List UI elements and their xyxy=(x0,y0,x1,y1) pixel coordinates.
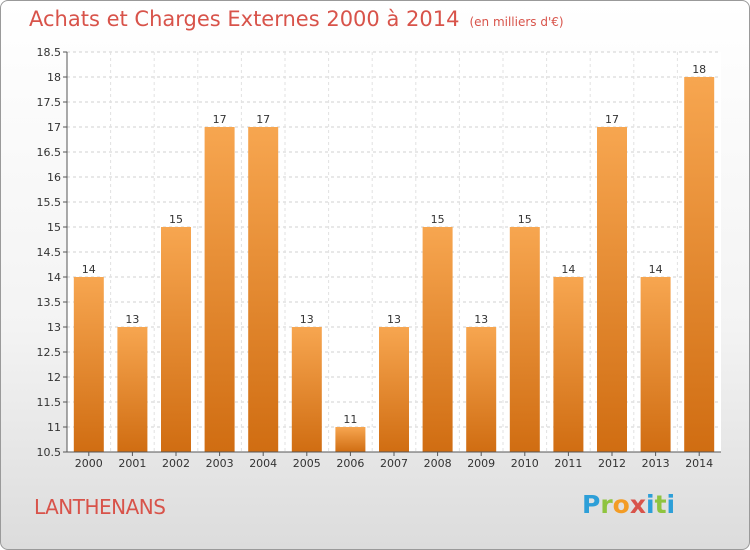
y-tick-label: 18 xyxy=(47,71,61,84)
y-tick-label: 16.5 xyxy=(37,146,62,159)
bar-2008 xyxy=(422,227,453,452)
x-tick-label: 2012 xyxy=(598,457,626,470)
bar-2011 xyxy=(553,277,584,452)
y-tick-label: 18.5 xyxy=(37,46,62,59)
bar-value-label: 18 xyxy=(692,63,706,76)
bar-value-label: 17 xyxy=(605,113,619,126)
y-tick-label: 10.5 xyxy=(37,446,62,459)
bar-value-label: 15 xyxy=(431,213,445,226)
bar-value-label: 15 xyxy=(169,213,183,226)
y-tick-label: 14 xyxy=(47,271,61,284)
x-tick-label: 2014 xyxy=(685,457,713,470)
y-tick-label: 13.5 xyxy=(37,296,62,309)
bar-value-label: 14 xyxy=(649,263,663,276)
x-tick-label: 2002 xyxy=(162,457,190,470)
x-tick-label: 2009 xyxy=(467,457,495,470)
bar-value-label: 13 xyxy=(125,313,139,326)
y-tick-label: 13 xyxy=(47,321,61,334)
x-tick-label: 2008 xyxy=(424,457,452,470)
bar-value-label: 13 xyxy=(474,313,488,326)
x-tick-label: 2006 xyxy=(336,457,364,470)
bar-value-label: 13 xyxy=(387,313,401,326)
y-tick-label: 11 xyxy=(47,421,61,434)
x-tick-label: 2000 xyxy=(75,457,103,470)
y-tick-label: 15.5 xyxy=(37,196,62,209)
y-tick-label: 12 xyxy=(47,371,61,384)
bar-2000 xyxy=(73,277,104,452)
bar-value-label: 15 xyxy=(518,213,532,226)
bar-value-label: 11 xyxy=(343,413,357,426)
bar-2014 xyxy=(684,77,715,452)
place-name: LANTHENANS xyxy=(34,495,166,519)
bar-2010 xyxy=(509,227,540,452)
y-tick-label: 11.5 xyxy=(37,396,62,409)
bar-2012 xyxy=(597,127,627,452)
x-tick-label: 2013 xyxy=(642,457,670,470)
x-tick-label: 2007 xyxy=(380,457,408,470)
bar-value-label: 14 xyxy=(561,263,575,276)
bar-2002 xyxy=(161,227,191,452)
y-tick-label: 17.5 xyxy=(37,96,62,109)
x-tick-label: 2011 xyxy=(554,457,582,470)
title-text: Achats et Charges Externes 2000 à 2014 xyxy=(29,7,460,31)
bar-value-label: 13 xyxy=(300,313,314,326)
y-tick-label: 14.5 xyxy=(37,246,62,259)
x-tick-label: 2010 xyxy=(511,457,539,470)
bar-value-label: 17 xyxy=(256,113,270,126)
bar-2009 xyxy=(466,327,497,452)
y-tick-label: 17 xyxy=(47,121,61,134)
bar-2013 xyxy=(640,277,671,452)
y-tick-label: 12.5 xyxy=(37,346,62,359)
y-tick-label: 16 xyxy=(47,171,61,184)
bar-2004 xyxy=(248,127,279,452)
chart-unit: (en milliers d'€) xyxy=(469,15,564,29)
x-tick-label: 2003 xyxy=(206,457,234,470)
bar-2006 xyxy=(335,427,366,452)
y-tick-label: 15 xyxy=(47,221,61,234)
bar-2003 xyxy=(204,127,235,452)
proxiti-logo: Proxiti xyxy=(582,490,676,519)
chart-title: Achats et Charges Externes 2000 à 2014 (e… xyxy=(29,7,564,31)
x-tick-label: 2005 xyxy=(293,457,321,470)
bar-value-label: 17 xyxy=(213,113,227,126)
bar-2007 xyxy=(379,327,409,452)
bar-2001 xyxy=(117,327,148,452)
x-tick-label: 2001 xyxy=(118,457,146,470)
x-tick-label: 2004 xyxy=(249,457,277,470)
bar-2005 xyxy=(291,327,322,452)
bar-value-label: 14 xyxy=(82,263,96,276)
